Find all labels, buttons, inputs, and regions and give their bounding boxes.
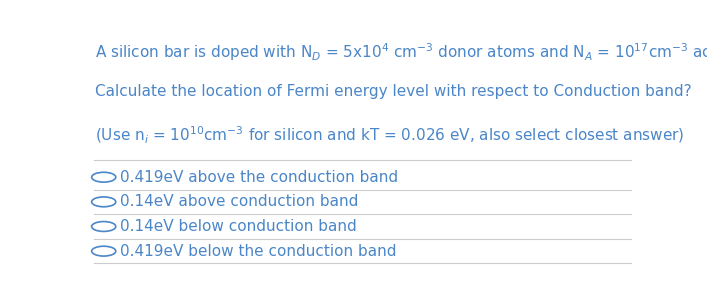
Text: A silicon bar is doped with N$_{D}$ = 5x10$^{4}$ cm$^{-3}$ donor atoms and N$_{A: A silicon bar is doped with N$_{D}$ = 5x… [95, 42, 707, 63]
Text: 0.14eV above conduction band: 0.14eV above conduction band [120, 194, 358, 209]
Text: 0.419eV above the conduction band: 0.419eV above the conduction band [120, 170, 398, 185]
Text: (Use n$_{i}$ = 10$^{10}$cm$^{-3}$ for silicon and kT = 0.026 eV, also select clo: (Use n$_{i}$ = 10$^{10}$cm$^{-3}$ for si… [95, 125, 684, 146]
Text: 0.419eV below the conduction band: 0.419eV below the conduction band [120, 244, 397, 259]
Text: Calculate the location of Fermi energy level with respect to Conduction band?: Calculate the location of Fermi energy l… [95, 84, 691, 99]
Text: 0.14eV below conduction band: 0.14eV below conduction band [120, 219, 357, 234]
